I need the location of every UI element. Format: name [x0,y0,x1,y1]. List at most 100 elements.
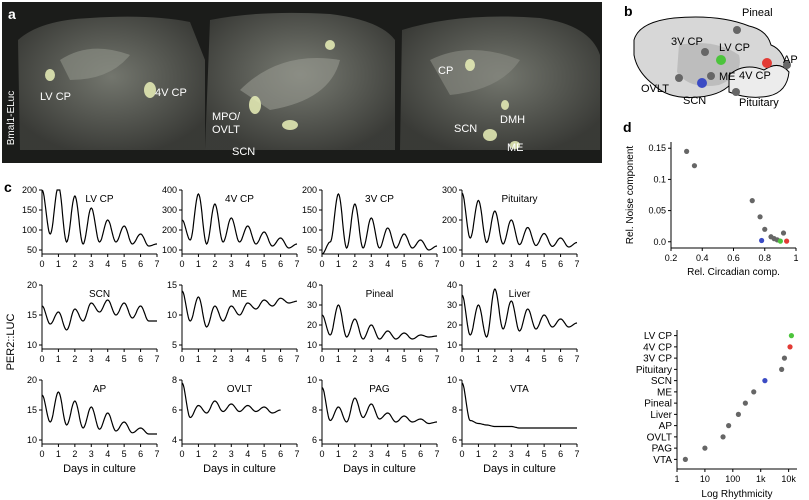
x-tick-label: 1 [336,259,341,269]
x-tick-label: 1 [196,354,201,364]
x-tick-label: 7 [574,259,579,269]
x-tick-label: 7 [294,449,299,459]
rhythmicity-point [751,389,757,395]
brain-inner [677,42,740,87]
x-tick-label: 7 [294,259,299,269]
y-tick-label: 30 [447,300,457,310]
x-tick-label: 2 [72,259,77,269]
x-tick-label: 1 [476,449,481,459]
y-tick-label: 0.15 [648,143,666,153]
x-tick-label: 1 [196,259,201,269]
category-label: AP [659,421,673,432]
label-b-pituitary: Pituitary [739,97,779,109]
scatter-point [691,163,698,169]
y-tick-label: 150 [302,205,317,215]
plot-title: Pineal [366,289,394,300]
x-tick-label: 2 [352,259,357,269]
x-tick-label: 6 [558,354,563,364]
plot-title: VTA [510,384,529,395]
series-line [181,290,297,328]
x-tick-label: 6 [138,259,143,269]
y-tick-label: 10 [167,310,177,320]
y-tick-label: 40 [447,280,457,290]
category-label: Pituitary [636,365,672,376]
rhythmicity-point [720,434,726,440]
y-tick-label: 6 [172,405,177,415]
rhythmicity-point [735,411,741,417]
x-tick-label: 4 [525,354,530,364]
rhythmicity-point [779,366,785,372]
x-tick-label: 2 [492,259,497,269]
dot-4v-cp [762,58,772,68]
x-tick-label: 3 [509,354,514,364]
x-tick-label: 4 [105,449,110,459]
label-b-scn: SCN [683,95,706,107]
plot-title: Pituitary [501,194,537,205]
category-label: ME [657,387,672,398]
panel-a-letter: a [8,6,16,22]
y-tick-label: 300 [442,185,457,195]
panel-d-letter: d [623,120,632,135]
x-tick-label: 7 [434,259,439,269]
x-tick-label: 0 [39,259,44,269]
x-tick-label: 4 [245,449,250,459]
x-tick-label: 4 [385,259,390,269]
panel-b: b Pineal 3V CP LV CP AP 4V CP ME OVLT SC… [624,3,798,109]
dot-scn [697,78,707,88]
y-tick-label: 40 [307,280,317,290]
x-tick-label: 3 [89,449,94,459]
y-tick-label: 4 [172,435,177,445]
label-mpo: MPO/ [212,111,241,123]
x-tick-label: 3 [229,259,234,269]
x-tick-label: 7 [574,449,579,459]
dot-ap [783,61,791,69]
label-b-me: ME [719,71,736,83]
scatter-point [780,230,787,236]
y-tick-label: 8 [312,405,317,415]
x-tick-label: 10k [781,474,796,484]
brain-slice-3-highlight [430,50,520,95]
y-tick-label: 15 [27,405,37,415]
y-tick-label: 10 [307,340,317,350]
x-axis-label: Days in culture [343,463,416,475]
brain-slice-1 [18,16,205,150]
series-line [461,382,577,429]
x-tick-label: 4 [245,354,250,364]
panel-b-letter: b [624,3,633,19]
label-b-lv-cp: LV CP [719,42,750,54]
x-tick-label: 100 [725,474,740,484]
x-tick-label: 2 [492,354,497,364]
x-tick-label: 1 [56,449,61,459]
x-tick-label: 0.6 [727,253,740,263]
label-b-4v-cp: 4V CP [739,70,771,82]
y-tick-label: 20 [27,375,37,385]
x-tick-label: 6 [278,259,283,269]
category-label: PAG [652,444,673,455]
y-tick-label: 50 [307,245,317,255]
scatter-point [784,238,790,244]
x-tick-label: 1k [756,474,766,484]
series-line [41,189,157,247]
panel-c-letter: c [4,182,12,195]
scatter-point [757,214,763,220]
x-tick-label: 5 [262,259,267,269]
scatter-point [759,237,765,244]
plot-lv-cp: 50 100 150 200 0 1 2 3 4 5 6 7 LV CP [22,185,160,269]
plot-3v-cp: 50 100 150 200 0 1 2 3 4 5 6 7 3V CP [302,185,440,269]
category-label: LV CP [644,331,672,342]
luminescence-spots [45,40,520,149]
x-tick-label: 1 [56,259,61,269]
plot-scn: 10 15 20 0 1 2 3 4 5 6 7 SCN [27,280,160,364]
x-tick-label: 0 [459,259,464,269]
x-tick-label: 2 [72,449,77,459]
plot-title: AP [93,384,107,395]
x-tick-label: 3 [509,259,514,269]
category-label: 4V CP [643,342,672,353]
rhythmicity-point [762,378,768,384]
x-tick-label: 10 [700,474,710,484]
x-tick-label: 5 [402,449,407,459]
y-tick-label: 100 [22,225,37,235]
y-tick-label: 200 [22,185,37,195]
category-label: Liver [650,410,672,421]
